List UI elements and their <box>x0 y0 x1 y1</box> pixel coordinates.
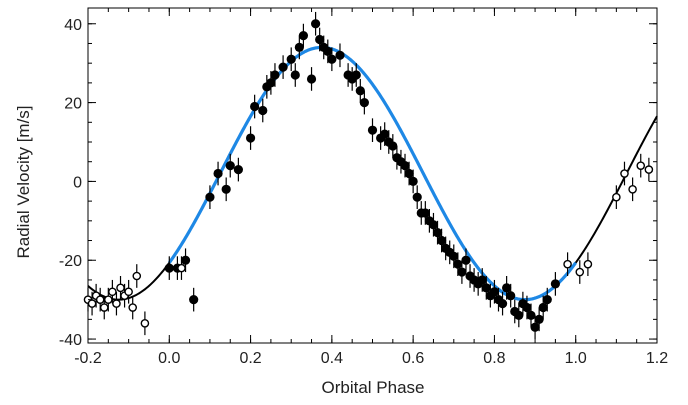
y-tick-label: 20 <box>64 96 82 113</box>
data-point-filled <box>258 105 268 116</box>
data-point-open <box>104 295 113 304</box>
data-point-filled <box>367 125 378 135</box>
data-point-filled <box>388 141 398 151</box>
data-point-filled <box>351 70 361 80</box>
data-point-filled <box>502 283 512 293</box>
data-point-filled <box>514 310 524 321</box>
data-point-filled <box>400 161 410 171</box>
data-point-filled <box>522 302 532 313</box>
data-point-filled <box>481 283 491 293</box>
data-point-filled <box>250 101 260 112</box>
data-point-filled <box>506 291 516 301</box>
axis-ticks: -0.2 0.0 0.2 0.4 0.6 0.8 1.0 1.2 -40 -20 0 20 40 <box>59 8 668 367</box>
x-tick-label: 0.2 <box>239 350 261 367</box>
y-tick-label: 40 <box>64 17 82 34</box>
data-point-filled <box>497 298 508 309</box>
data-point-filled <box>449 251 459 261</box>
data-point-open <box>128 303 138 312</box>
x-tick-label: -0.2 <box>74 350 102 367</box>
fit-curves <box>87 45 658 302</box>
data-point-filled <box>221 184 231 194</box>
x-tick-label: 1.0 <box>565 350 587 367</box>
data-points <box>83 11 654 340</box>
data-point-open <box>563 259 572 269</box>
data-point-filled <box>233 164 243 175</box>
data-point-filled <box>270 70 280 80</box>
data-point-open <box>112 299 121 308</box>
data-point-filled <box>278 62 288 72</box>
data-point-filled <box>453 259 463 269</box>
data-point-filled <box>359 97 369 108</box>
data-point-filled <box>380 129 390 139</box>
data-point-open <box>583 259 593 269</box>
data-point-open <box>628 184 637 194</box>
data-point-filled <box>225 161 235 171</box>
data-point-filled <box>408 176 418 187</box>
data-point-filled <box>428 220 439 230</box>
data-point-open <box>612 192 621 202</box>
data-point-open <box>620 169 629 178</box>
data-point-filled <box>412 192 422 202</box>
y-tick-label: 0 <box>73 174 82 191</box>
data-point-filled <box>432 228 443 238</box>
data-point-filled <box>323 46 333 56</box>
plot-border <box>87 7 658 344</box>
data-point-open <box>95 295 105 304</box>
data-point-filled <box>530 322 540 332</box>
data-point-filled <box>205 192 215 202</box>
data-point-open <box>636 161 646 170</box>
data-point-filled <box>315 34 325 45</box>
y-axis-label: Radial Velocity [m/s] <box>14 105 33 258</box>
data-point-open <box>177 263 186 273</box>
data-point-filled <box>420 208 430 218</box>
data-point-open <box>644 165 654 174</box>
data-point-filled <box>538 302 548 313</box>
data-point-filled <box>311 19 321 29</box>
data-point-open <box>124 287 133 297</box>
data-point-open <box>116 283 125 293</box>
data-point-filled <box>550 279 560 289</box>
x-tick-label: 0.0 <box>158 350 180 367</box>
data-point-filled <box>534 314 544 324</box>
data-point-filled <box>266 78 276 88</box>
data-point-filled <box>213 168 223 179</box>
data-point-filled <box>286 54 296 64</box>
data-point-filled <box>180 255 191 265</box>
data-point-filled <box>404 168 414 179</box>
y-tick-label: -20 <box>59 253 82 270</box>
data-point-filled <box>290 70 300 80</box>
data-point-open <box>140 318 150 328</box>
data-point-filled <box>306 74 317 84</box>
data-point-open <box>87 299 97 308</box>
y-tick-label: -40 <box>59 332 82 349</box>
data-point-filled <box>294 42 304 53</box>
x-tick-label: 0.8 <box>483 350 505 367</box>
data-point-open <box>132 271 142 281</box>
data-point-filled <box>355 86 365 96</box>
data-point-open <box>575 267 585 277</box>
data-point-filled <box>327 54 337 64</box>
data-point-filled <box>245 133 256 143</box>
data-point-open <box>99 303 109 312</box>
plot-frame <box>87 7 658 344</box>
data-point-filled <box>298 30 309 41</box>
x-tick-label: 1.2 <box>646 350 668 367</box>
data-point-filled <box>526 310 536 321</box>
data-point-filled <box>436 235 447 246</box>
data-point-filled <box>164 263 174 273</box>
data-point-filled <box>335 50 345 60</box>
data-point-filled <box>489 287 500 297</box>
data-point-open <box>108 287 117 297</box>
x-tick-label: 0.4 <box>321 350 343 367</box>
data-point-filled <box>457 267 467 277</box>
x-axis-label: Orbital Phase <box>322 378 425 397</box>
x-tick-label: 0.6 <box>402 350 424 367</box>
data-point-filled <box>542 295 552 305</box>
data-point-filled <box>477 275 487 285</box>
data-point-filled <box>189 295 199 305</box>
data-point-filled <box>461 255 471 265</box>
